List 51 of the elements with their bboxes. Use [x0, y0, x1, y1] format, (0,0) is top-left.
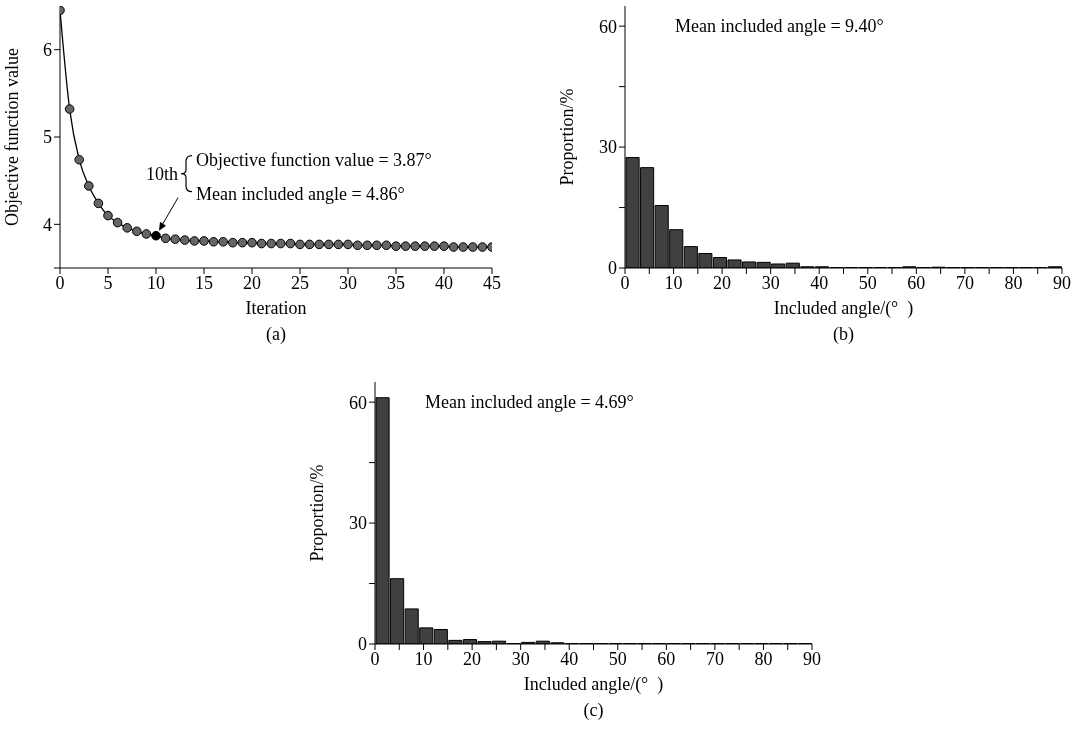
y-tick-label: 30 — [349, 513, 367, 534]
x-tick-label: 60 — [907, 272, 926, 293]
x-tick-label: 15 — [195, 272, 213, 293]
x-axis-title: Iteration — [244, 298, 308, 319]
x-tick-label: 70 — [705, 648, 724, 669]
annotation: Mean included angle = 4.86° — [196, 183, 405, 204]
annotation: Mean included angle = 9.40° — [675, 16, 884, 36]
annotation: 10th — [145, 163, 178, 184]
x-tick-label: 35 — [387, 272, 405, 293]
x-axis-title: Included angle/(° ) — [772, 298, 915, 319]
y-tick-label: 0 — [358, 634, 367, 655]
x-tick-label: 20 — [243, 272, 261, 293]
x-tick-label: 25 — [291, 272, 309, 293]
x-tick-label: 0 — [370, 648, 380, 669]
text: (a) — [265, 324, 287, 345]
y-tick-label: 6 — [43, 40, 52, 61]
y-axis-title: Objective function value — [2, 48, 23, 226]
y-tick-label: 60 — [599, 16, 617, 37]
text: (c) — [582, 700, 605, 721]
x-tick-label: 90 — [1053, 272, 1071, 293]
x-axis-title: Included angle/(° ) — [522, 674, 665, 695]
x-tick-label: 10 — [147, 272, 165, 293]
x-tick-label: 50 — [858, 272, 877, 293]
x-tick-label: 40 — [435, 272, 453, 293]
x-tick-label: 30 — [761, 272, 780, 293]
x-tick-label: 5 — [103, 272, 113, 293]
x-tick-label: 40 — [810, 272, 829, 293]
x-tick-label: 20 — [463, 648, 482, 669]
y-tick-label: 4 — [43, 214, 52, 235]
y-tick-label: 30 — [599, 137, 617, 158]
x-tick-label: 10 — [414, 648, 433, 669]
y-axis-title: Proportion/% — [307, 464, 328, 562]
x-tick-label: 0 — [620, 272, 630, 293]
x-tick-label: 45 — [483, 272, 501, 293]
text: (b) — [832, 324, 855, 345]
y-tick-label: 0 — [608, 258, 617, 279]
x-tick-label: 40 — [560, 648, 579, 669]
x-tick-label: 20 — [713, 272, 732, 293]
x-tick-label: 10 — [664, 272, 683, 293]
x-tick-label: 90 — [803, 648, 821, 669]
x-tick-label: 70 — [955, 272, 974, 293]
annotation: Objective function value = 3.87° — [196, 149, 432, 170]
x-tick-label: 80 — [754, 648, 773, 669]
x-tick-label: 80 — [1004, 272, 1023, 293]
y-axis-title: Proportion/% — [557, 88, 578, 186]
x-tick-label: 30 — [511, 648, 530, 669]
y-tick-label: 5 — [43, 127, 52, 148]
annotation: Mean included angle = 4.69° — [425, 392, 634, 412]
x-tick-label: 60 — [657, 648, 676, 669]
y-tick-label: 60 — [349, 392, 367, 413]
x-tick-label: 50 — [608, 648, 627, 669]
